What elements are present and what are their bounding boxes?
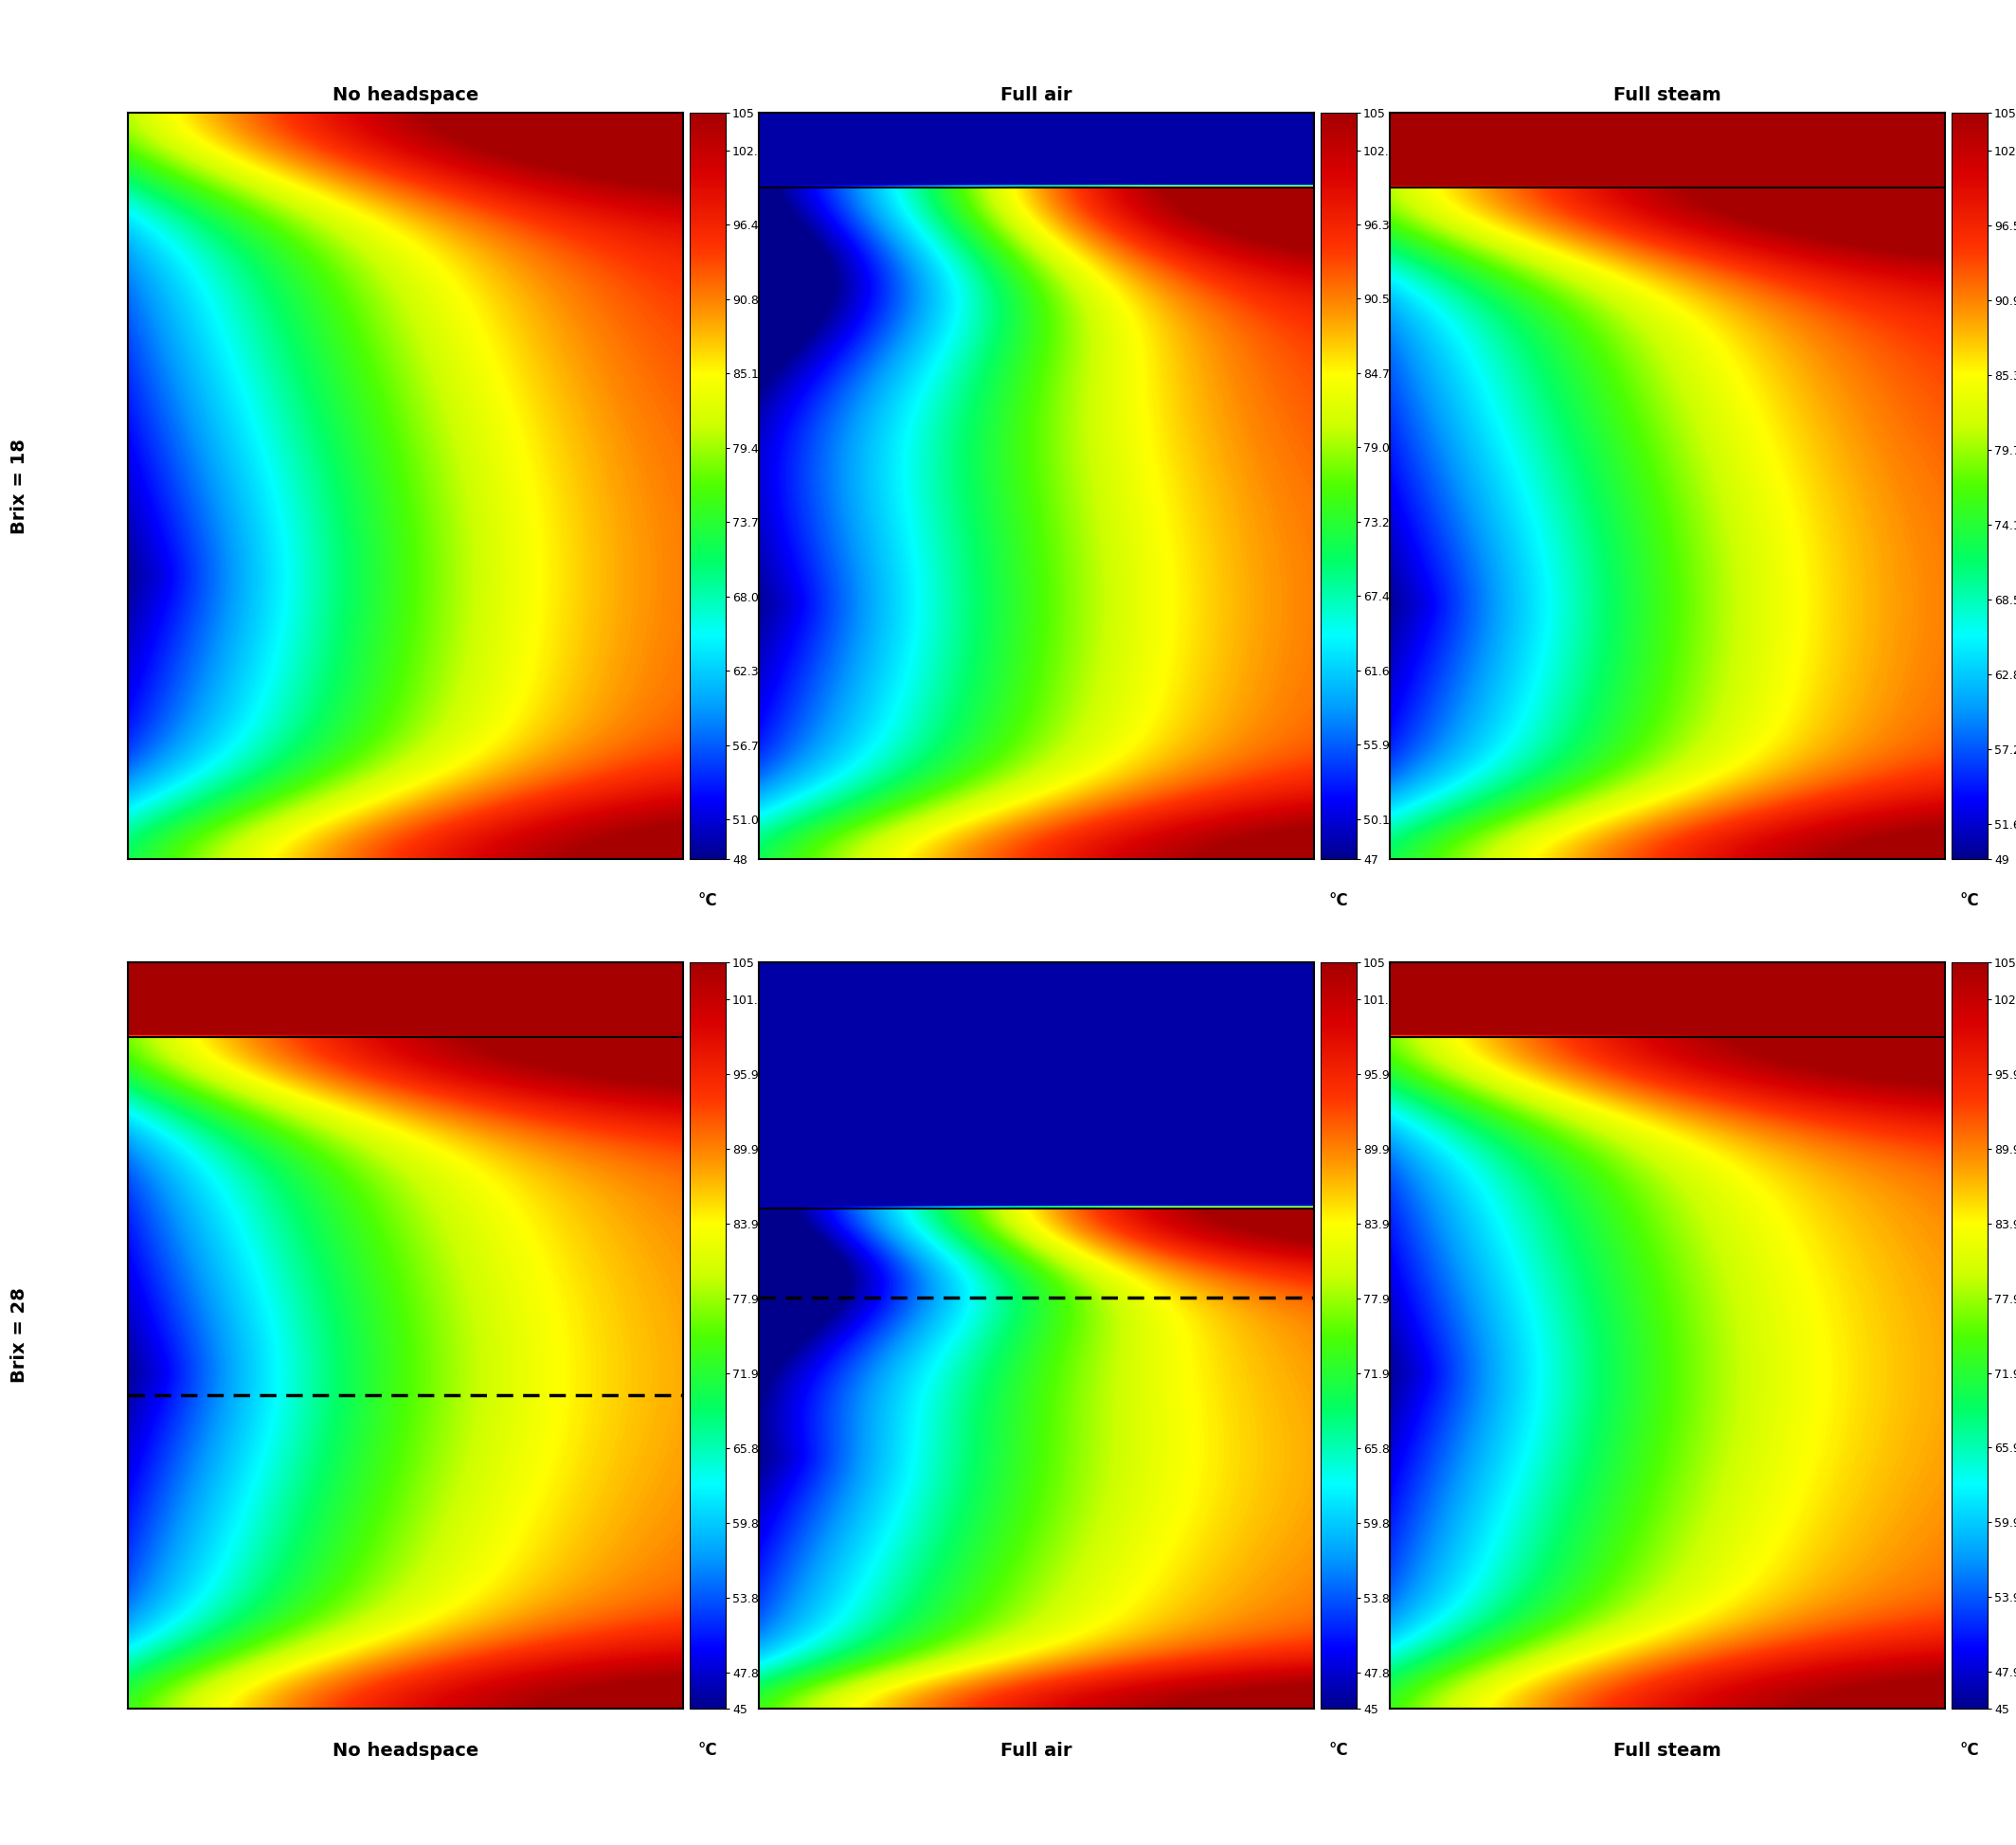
Text: °C: °C [1329,1742,1349,1758]
Text: Full air: Full air [1000,1742,1073,1760]
Text: Brix = 18: Brix = 18 [10,439,28,533]
Text: Brix = 28: Brix = 28 [10,1288,28,1384]
Text: No headspace: No headspace [333,85,478,103]
Text: °C: °C [1960,1742,1980,1758]
Text: Full air: Full air [1000,85,1073,103]
Text: Full steam: Full steam [1613,1742,1722,1760]
Text: °C: °C [1960,893,1980,910]
Text: Full steam: Full steam [1613,85,1722,103]
Text: °C: °C [698,893,718,910]
Text: °C: °C [698,1742,718,1758]
Text: No headspace: No headspace [333,1742,478,1760]
Text: °C: °C [1329,893,1349,910]
